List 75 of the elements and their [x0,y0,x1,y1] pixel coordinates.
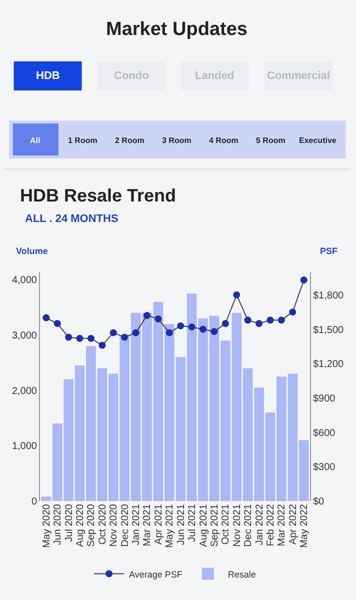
point [110,329,117,336]
x-tick-label: Jun 2020 [52,504,64,546]
point [244,316,252,324]
x-tick-label: Aug 2021 [198,504,210,547]
legend-label: Average PSF [129,569,183,580]
point [200,326,207,333]
x-tick-label: Jan 2021 [131,504,142,546]
text: HDB [36,70,60,82]
chart-title: HDB Resale Trend [20,185,176,206]
point [166,329,173,336]
x-tick-label: Sep 2021 [209,504,220,547]
text: 1 Room [68,136,98,145]
y2-tick-label: $300 [313,462,336,474]
point [233,291,240,298]
x-tick-label: Jan 2022 [254,504,266,546]
legend-label: Resale [228,569,256,580]
y-tick-label: 1,000 [12,441,38,452]
point [65,334,72,341]
x-tick-label: Sep 2020 [86,504,98,547]
x-tick-label: Nov 2021 [232,504,243,547]
x-tick-label: May 2020 [41,504,52,548]
x-tick-label: Dec 2020 [120,504,131,547]
x-tick-label: Oct 2021 [220,504,232,545]
x-tick-label: Aug 2020 [75,504,86,547]
x-tick-label: Apr 2021 [153,504,164,545]
y-tick-label: 0 [31,496,38,508]
x-tick-label: Nov 2020 [108,504,120,547]
x-tick-label: Jul 2020 [64,504,75,542]
text: 5 Room [256,136,286,145]
point [143,312,150,320]
y2-tick-label: $600 [313,428,336,439]
y-tick-label: 4,000 [12,275,38,286]
point [154,315,162,322]
point [132,329,140,336]
point [300,276,308,284]
text: Executive [299,136,337,145]
y2-tick-label: $1,800 [313,290,344,302]
x-tick-label: Dec 2021 [243,504,254,547]
point [222,320,229,328]
y2-tick-label: $0 [313,496,325,508]
text: 3 Room [162,136,192,145]
y2-tick-label: $900 [313,393,336,404]
point [76,334,84,342]
text: 4 Room [209,136,238,145]
point [210,328,218,336]
x-tick-label: Mar 2021 [142,504,154,546]
point [256,320,263,328]
point [54,320,61,328]
point [121,334,128,341]
chart-subtitle: ALL . 24 MONTHS [25,213,118,225]
y-tick-label: 3,000 [12,330,38,342]
y-tick-label: 2,000 [12,386,38,397]
x-tick-label: Jul 2021 [187,504,198,542]
point [98,342,106,349]
point [188,323,196,330]
point [42,314,50,322]
x-tick-label: Oct 2020 [97,504,108,545]
text: 2 Room [115,136,144,145]
point [87,334,94,342]
point [266,316,274,324]
x-tick-label: Jun 2021 [176,504,187,546]
y2-tick-label: $1,200 [313,359,344,370]
point [278,316,285,324]
x-tick-label: Apr 2022 [288,504,299,545]
x-tick-label: May 2022 [299,504,310,548]
x-tick-label: Mar 2022 [276,504,288,546]
x-tick-label: Feb 2022 [265,504,276,546]
text: Market Updates [106,19,248,40]
x-tick-label: May 2021 [164,504,176,548]
y2-axis-title: PSF [320,246,338,256]
y-axis-title: Volume [16,246,48,256]
text: All [30,136,40,145]
y2-tick-label: $1,500 [313,324,344,336]
point [289,308,296,316]
point [177,322,184,330]
